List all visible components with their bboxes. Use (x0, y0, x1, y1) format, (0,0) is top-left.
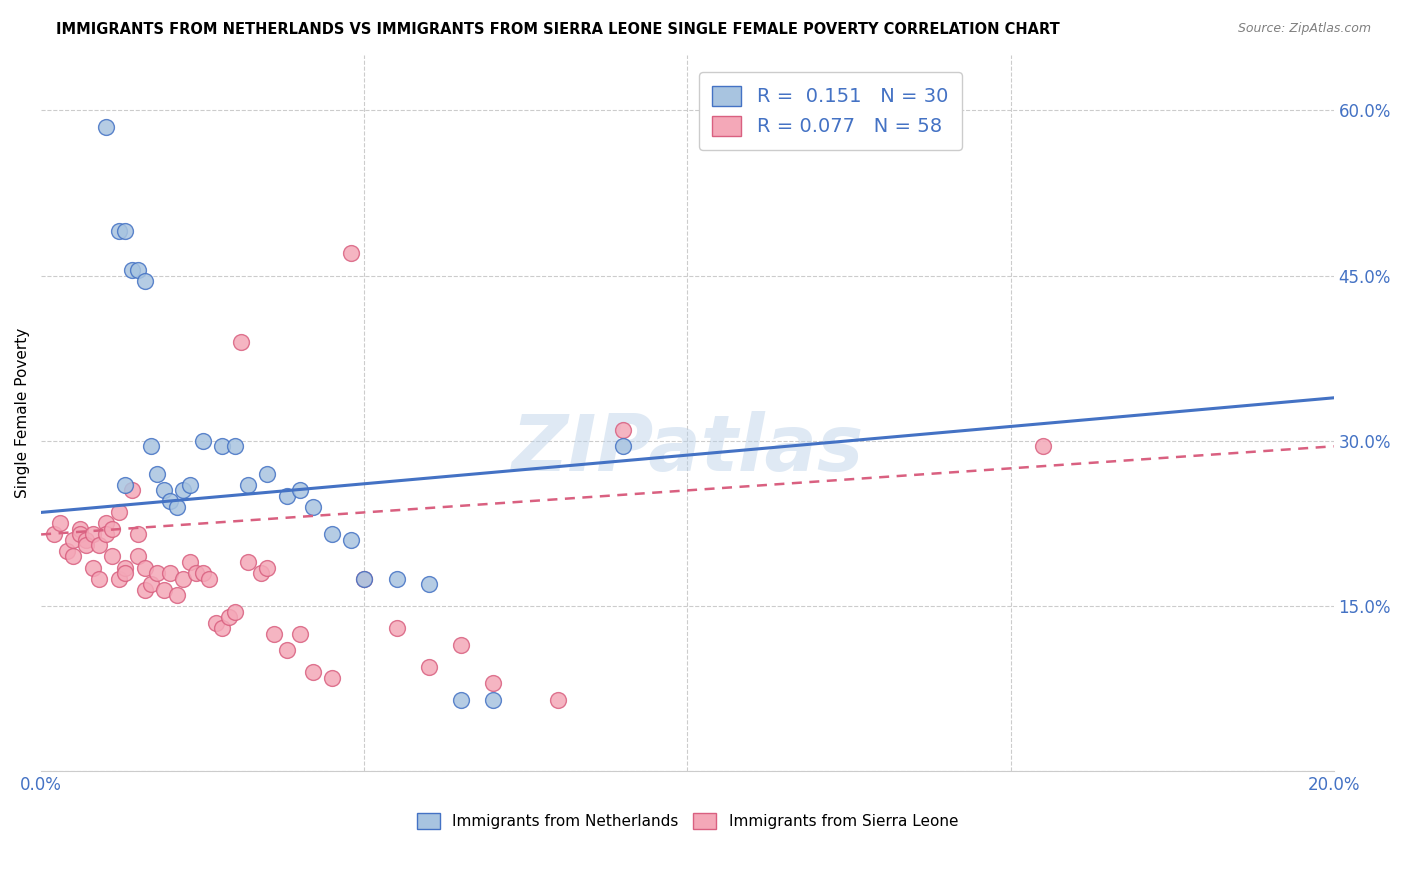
Point (75, 533, 97, 547)
Point (256, 467, 278, 481)
Point (179, 555, 201, 569)
Point (127, 263, 149, 277)
Point (198, 572, 221, 586)
Point (211, 621, 233, 635)
Point (62, 533, 84, 547)
Point (612, 439, 634, 453)
Point (134, 582, 156, 597)
Point (139, 577, 162, 591)
Point (191, 434, 214, 448)
Point (166, 500, 188, 514)
Point (49, 516, 72, 531)
Point (114, 560, 136, 574)
Point (89, 539, 111, 553)
Point (134, 274, 156, 288)
Point (62, 549, 84, 564)
Point (301, 500, 323, 514)
Point (139, 439, 162, 453)
Point (101, 522, 124, 536)
Point (121, 483, 143, 498)
Point (89, 572, 111, 586)
Point (236, 555, 259, 569)
Point (547, 692, 569, 706)
Point (288, 483, 311, 498)
Point (159, 566, 181, 580)
Point (450, 638, 472, 652)
Point (224, 605, 246, 619)
Point (107, 224, 129, 238)
Point (101, 549, 124, 564)
Point (276, 643, 298, 657)
Point (250, 566, 273, 580)
Point (218, 610, 240, 624)
Point (82, 560, 104, 574)
Point (172, 483, 194, 498)
Point (82, 527, 104, 541)
Point (353, 572, 375, 586)
Point (114, 478, 136, 492)
Point (385, 621, 408, 635)
Point (236, 478, 259, 492)
Point (153, 582, 176, 597)
Point (256, 560, 278, 574)
Point (288, 626, 311, 640)
Point (94, 516, 117, 531)
Point (127, 549, 149, 564)
Point (482, 692, 505, 706)
Point (418, 659, 440, 673)
Point (353, 572, 375, 586)
Point (146, 467, 169, 481)
Point (94, 120, 117, 134)
Point (172, 572, 194, 586)
Point (1032, 439, 1054, 453)
Point (159, 494, 181, 508)
Point (276, 489, 298, 503)
Point (121, 263, 143, 277)
Point (211, 439, 233, 453)
Point (204, 615, 226, 630)
Point (114, 566, 136, 580)
Point (418, 577, 440, 591)
Text: ZIPatlas: ZIPatlas (512, 411, 863, 487)
Point (612, 423, 634, 437)
Text: IMMIGRANTS FROM NETHERLANDS VS IMMIGRANTS FROM SIERRA LEONE SINGLE FEMALE POVERT: IMMIGRANTS FROM NETHERLANDS VS IMMIGRANT… (56, 22, 1060, 37)
Point (321, 527, 343, 541)
Point (127, 527, 149, 541)
Point (231, 334, 253, 349)
Legend: Immigrants from Netherlands, Immigrants from Sierra Leone: Immigrants from Netherlands, Immigrants … (411, 807, 965, 835)
Point (69, 522, 91, 536)
Point (340, 533, 363, 547)
Point (69, 527, 91, 541)
Point (301, 665, 323, 680)
Point (191, 566, 214, 580)
Point (107, 572, 129, 586)
Point (263, 626, 285, 640)
Point (482, 676, 505, 690)
Point (186, 566, 208, 580)
Point (340, 246, 363, 260)
Point (166, 588, 188, 602)
Point (179, 478, 201, 492)
Point (134, 560, 156, 574)
Point (385, 572, 408, 586)
Point (224, 439, 246, 453)
Point (75, 539, 97, 553)
Point (94, 527, 117, 541)
Point (42, 527, 65, 541)
Point (107, 505, 129, 519)
Text: Source: ZipAtlas.com: Source: ZipAtlas.com (1237, 22, 1371, 36)
Point (153, 483, 176, 498)
Point (146, 566, 169, 580)
Y-axis label: Single Female Poverty: Single Female Poverty (15, 328, 30, 499)
Point (56, 544, 79, 558)
Point (321, 671, 343, 685)
Point (114, 224, 136, 238)
Point (450, 692, 472, 706)
